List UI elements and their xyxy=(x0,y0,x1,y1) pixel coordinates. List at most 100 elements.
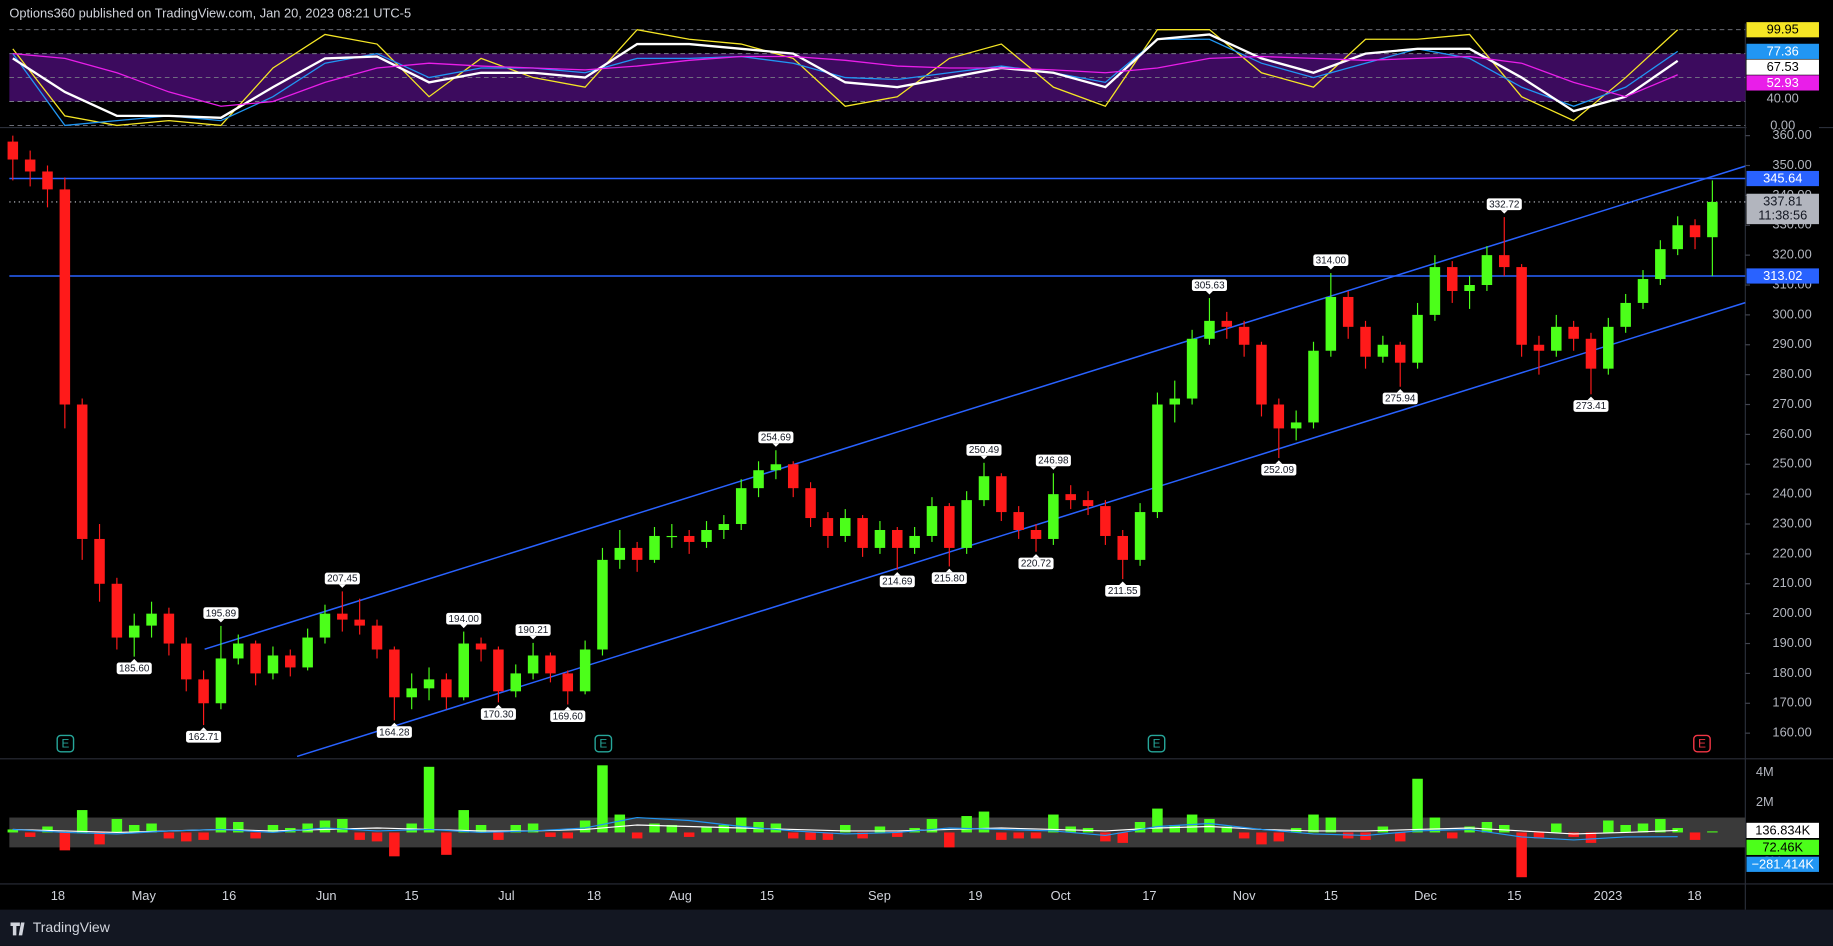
volume-bar xyxy=(146,823,157,833)
volume-bar xyxy=(562,832,574,839)
annotation-box xyxy=(480,708,516,720)
rsi-line xyxy=(12,28,1679,127)
annotation-box xyxy=(1105,584,1141,597)
y-tick-label: 170.00 xyxy=(1772,695,1811,710)
candle-body xyxy=(770,464,782,471)
volume-bar xyxy=(631,832,643,839)
candle-body xyxy=(1134,512,1146,560)
annotation-label: 194.00 xyxy=(449,614,480,625)
earnings-label: E xyxy=(1698,737,1706,750)
candle-body xyxy=(545,655,556,674)
rsi-tag-bg xyxy=(1746,91,1819,107)
header: Options360 published on TradingView.com,… xyxy=(9,6,411,21)
volume-bar xyxy=(839,824,851,833)
volume-bar xyxy=(406,823,417,833)
annotation-label: 305.63 xyxy=(1194,280,1225,291)
annotation-box xyxy=(879,575,915,588)
annotation-box xyxy=(1382,392,1418,405)
annotation-label: 332.72 xyxy=(1489,199,1520,210)
volume-bar xyxy=(1568,832,1579,837)
volume-tag: 136.834K xyxy=(1755,822,1810,837)
candle-body xyxy=(1100,506,1111,536)
y-tick-label: 280.00 xyxy=(1772,366,1811,381)
x-tick-label: Jun xyxy=(316,888,337,903)
volume-bar xyxy=(493,832,504,840)
candle-body xyxy=(961,500,972,548)
x-tick-label: 17 xyxy=(1142,888,1156,903)
annotation-pointer xyxy=(1500,210,1508,214)
x-tick-label: 15 xyxy=(404,888,418,903)
y-tick-label: 290.00 xyxy=(1772,336,1811,351)
candle-body xyxy=(562,673,574,692)
annotation-pointer xyxy=(772,443,780,447)
candle-body xyxy=(1186,338,1198,399)
channel-line xyxy=(204,165,1746,650)
candle-body xyxy=(59,189,71,405)
footer-bar xyxy=(0,909,1833,946)
candle-body xyxy=(1585,338,1597,369)
annotation-pointer xyxy=(1032,554,1040,558)
annotation-box xyxy=(1035,454,1071,467)
annotation-label: 220.72 xyxy=(1021,559,1052,570)
rsi-tag-bg xyxy=(1746,22,1819,38)
candle-body xyxy=(1290,422,1302,429)
candle-body xyxy=(753,470,764,489)
candle-body xyxy=(1707,201,1718,238)
annotation-box xyxy=(203,607,239,619)
volume-bar xyxy=(701,826,712,833)
candle-body xyxy=(1065,494,1076,501)
candle-body xyxy=(76,404,88,539)
volume-bar xyxy=(822,832,834,840)
candle-body xyxy=(1013,512,1024,530)
annotation-pointer xyxy=(1327,266,1335,270)
annotation-box xyxy=(1573,400,1609,412)
volume-bar xyxy=(128,824,140,833)
y-tick-label: 160.00 xyxy=(1772,725,1811,740)
annotation-label: 162.71 xyxy=(188,732,219,743)
volume-bar xyxy=(250,832,261,839)
y-tick-label: 360.00 xyxy=(1772,127,1811,142)
y-tick-label: 230.00 xyxy=(1772,515,1811,530)
volume-bar xyxy=(1620,824,1631,833)
annotation-label: 169.60 xyxy=(553,711,584,722)
volume-bar xyxy=(180,832,192,842)
candle-body xyxy=(683,535,695,542)
candle-body xyxy=(1273,404,1285,429)
y-tick-label: 270.00 xyxy=(1772,396,1811,411)
candle-body xyxy=(892,529,903,548)
volume-bar xyxy=(371,832,383,842)
volume-bar xyxy=(198,832,209,840)
volume-bar xyxy=(1134,822,1146,833)
volume-bar xyxy=(423,766,435,833)
volume-bar xyxy=(1256,832,1267,845)
volume-bar xyxy=(961,816,972,833)
candle-body xyxy=(1603,326,1614,369)
volume-bar xyxy=(649,823,660,833)
annotation-label: 314.00 xyxy=(1316,255,1347,266)
annotation-label: 170.30 xyxy=(483,709,514,720)
rsi-tag: 77.36 xyxy=(1767,43,1799,58)
annotation-pointer xyxy=(1049,466,1057,470)
candle-body xyxy=(735,488,747,525)
rsi-tag: 67.53 xyxy=(1767,59,1799,74)
volume-bar xyxy=(337,819,348,833)
y-tick-label: 250.00 xyxy=(1772,456,1811,471)
volume-line xyxy=(12,816,1678,841)
annotation-pointer xyxy=(1587,396,1595,401)
candle-body xyxy=(250,643,261,674)
logo-mark xyxy=(10,922,25,936)
candle-body xyxy=(94,538,105,584)
x-tick-label: 2023 xyxy=(1594,888,1623,903)
candle-body xyxy=(510,673,522,692)
candle-body xyxy=(1516,267,1527,345)
annotation-label: 215.80 xyxy=(934,573,965,584)
candle-body xyxy=(1499,255,1510,268)
annotation-label: 254.69 xyxy=(761,433,792,444)
candle-body xyxy=(24,159,36,172)
candle-body xyxy=(1672,225,1683,250)
annotation-label: 195.89 xyxy=(206,608,237,619)
volume-bar xyxy=(267,824,279,833)
annotation-box xyxy=(376,726,412,738)
candle-body xyxy=(909,535,920,548)
